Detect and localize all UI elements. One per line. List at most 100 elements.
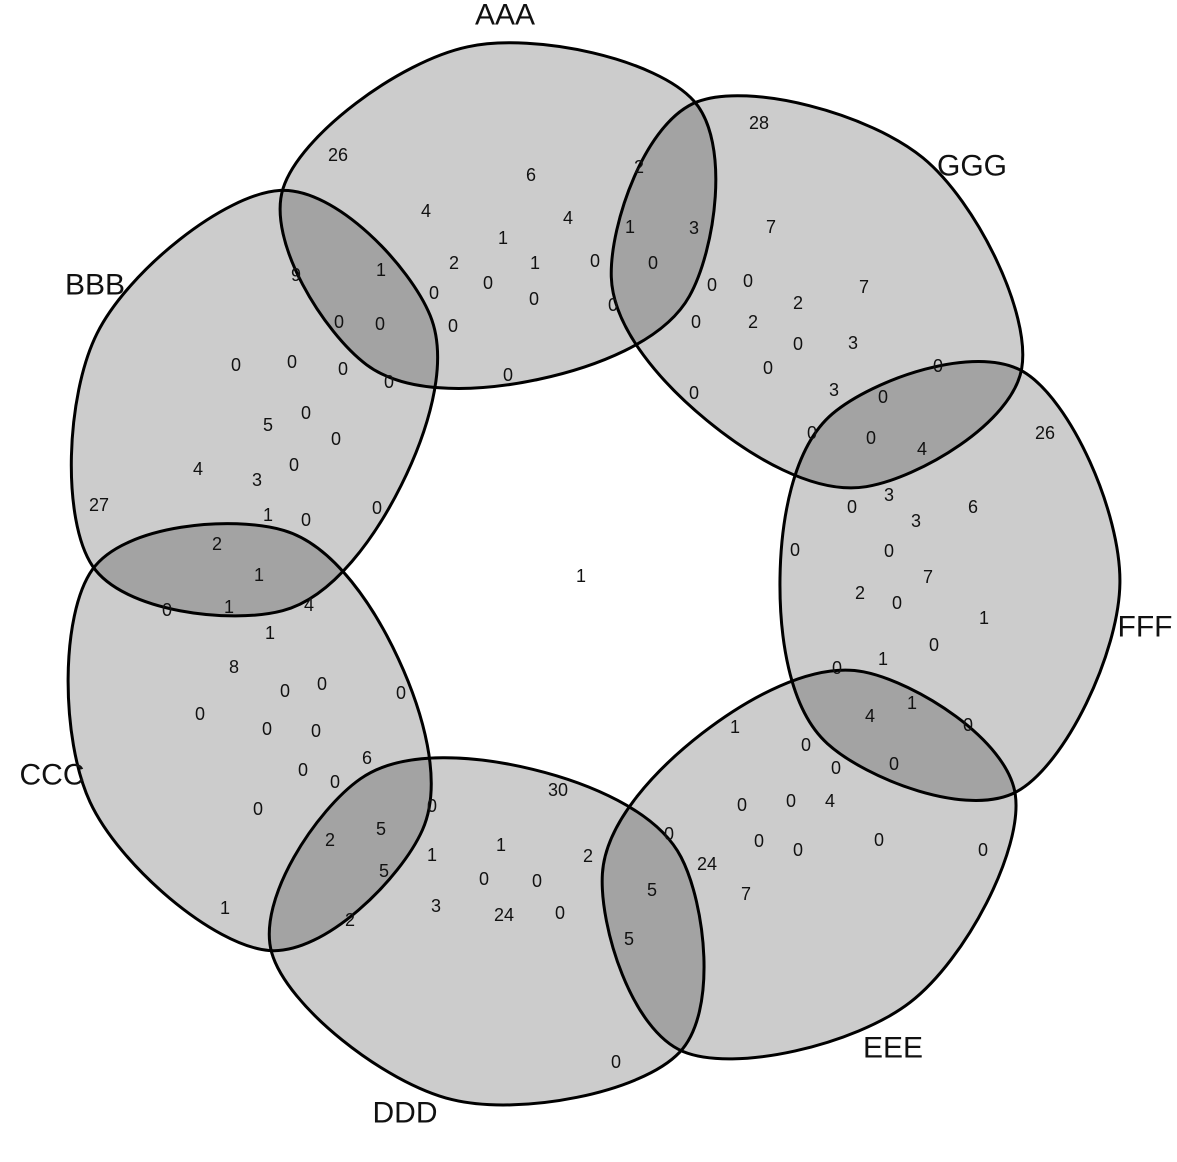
region-count: 0 [311, 721, 321, 741]
region-count: 4 [865, 706, 875, 726]
set-petal-ccc [66, 522, 433, 953]
region-count: 0 [298, 760, 308, 780]
region-count: 0 [866, 428, 876, 448]
region-count: 0 [608, 295, 618, 315]
region-count: 6 [362, 748, 372, 768]
region-count: 0 [280, 681, 290, 701]
set-petals [66, 41, 1122, 1107]
set-label-ccc: CCC [20, 759, 85, 792]
region-count: 2 [634, 157, 644, 177]
set-label-fff: FFF [1118, 611, 1173, 644]
region-count: 2 [449, 253, 459, 273]
region-count: 0 [287, 352, 297, 372]
region-count: 3 [431, 896, 441, 916]
region-count: 0 [301, 510, 311, 530]
region-count: 0 [689, 383, 699, 403]
region-count: 0 [929, 635, 939, 655]
region-count: 24 [697, 854, 717, 874]
region-count: 0 [448, 316, 458, 336]
region-count: 0 [892, 593, 902, 613]
region-count: 1 [576, 566, 586, 586]
region-count: 0 [763, 358, 773, 378]
region-count: 1 [907, 693, 917, 713]
region-count: 26 [1035, 423, 1055, 443]
region-count: 1 [979, 608, 989, 628]
region-count: 0 [429, 283, 439, 303]
region-count: 1 [376, 260, 386, 280]
set-petal-fff [778, 359, 1122, 802]
region-count: 0 [253, 799, 263, 819]
region-count: 1 [265, 623, 275, 643]
region-count: 0 [334, 312, 344, 332]
region-count: 1 [224, 597, 234, 617]
region-count: 0 [330, 772, 340, 792]
region-count: 0 [648, 253, 658, 273]
region-count: 0 [707, 275, 717, 295]
region-count: 0 [786, 791, 796, 811]
region-count: 3 [252, 470, 262, 490]
region-count: 0 [289, 455, 299, 475]
region-count: 7 [923, 567, 933, 587]
region-count: 0 [832, 658, 842, 678]
set-petal-aaa [278, 41, 718, 390]
region-count: 2 [325, 830, 335, 850]
region-count: 0 [801, 735, 811, 755]
region-count: 0 [878, 387, 888, 407]
region-count: 0 [847, 497, 857, 517]
region-count: 0 [933, 356, 943, 376]
region-count: 0 [743, 271, 753, 291]
region-count: 1 [498, 228, 508, 248]
set-petal-ddd [267, 756, 706, 1107]
set-label-bbb: BBB [65, 269, 125, 302]
region-count: 0 [807, 423, 817, 443]
region-count: 5 [647, 880, 657, 900]
region-count: 0 [532, 871, 542, 891]
region-count: 9 [291, 265, 301, 285]
region-count: 3 [848, 333, 858, 353]
region-count: 4 [304, 595, 314, 615]
region-count: 0 [231, 355, 241, 375]
set-label-ggg: GGG [937, 150, 1007, 183]
region-count: 8 [229, 657, 239, 677]
region-count: 0 [793, 840, 803, 860]
region-count: 3 [829, 380, 839, 400]
region-count: 2 [855, 583, 865, 603]
region-count: 1 [530, 253, 540, 273]
region-count: 27 [89, 495, 109, 515]
region-count: 1 [220, 898, 230, 918]
region-count: 3 [911, 511, 921, 531]
set-label-ddd: DDD [373, 1097, 438, 1130]
region-count: 0 [611, 1052, 621, 1072]
region-count: 0 [372, 498, 382, 518]
region-count: 1 [254, 565, 264, 585]
region-count: 0 [963, 715, 973, 735]
region-count: 6 [968, 497, 978, 517]
region-count: 28 [749, 113, 769, 133]
region-count: 0 [874, 830, 884, 850]
region-count: 1 [878, 649, 888, 669]
region-count: 4 [917, 439, 927, 459]
region-count: 0 [338, 359, 348, 379]
region-count: 1 [625, 217, 635, 237]
region-count: 26 [328, 145, 348, 165]
region-count: 5 [263, 415, 273, 435]
region-count: 2 [345, 910, 355, 930]
region-count: 0 [427, 796, 437, 816]
region-count: 0 [790, 540, 800, 560]
region-count: 0 [529, 289, 539, 309]
region-count: 0 [664, 824, 674, 844]
region-count: 2 [793, 293, 803, 313]
region-count: 0 [590, 251, 600, 271]
region-count: 4 [421, 201, 431, 221]
region-count: 30 [548, 780, 568, 800]
region-count: 3 [884, 485, 894, 505]
region-count: 7 [741, 884, 751, 904]
region-count: 4 [563, 208, 573, 228]
region-count: 5 [379, 861, 389, 881]
region-count: 0 [317, 674, 327, 694]
region-count: 24 [494, 905, 514, 925]
region-count: 0 [884, 541, 894, 561]
region-count: 0 [262, 719, 272, 739]
region-count: 2 [583, 846, 593, 866]
